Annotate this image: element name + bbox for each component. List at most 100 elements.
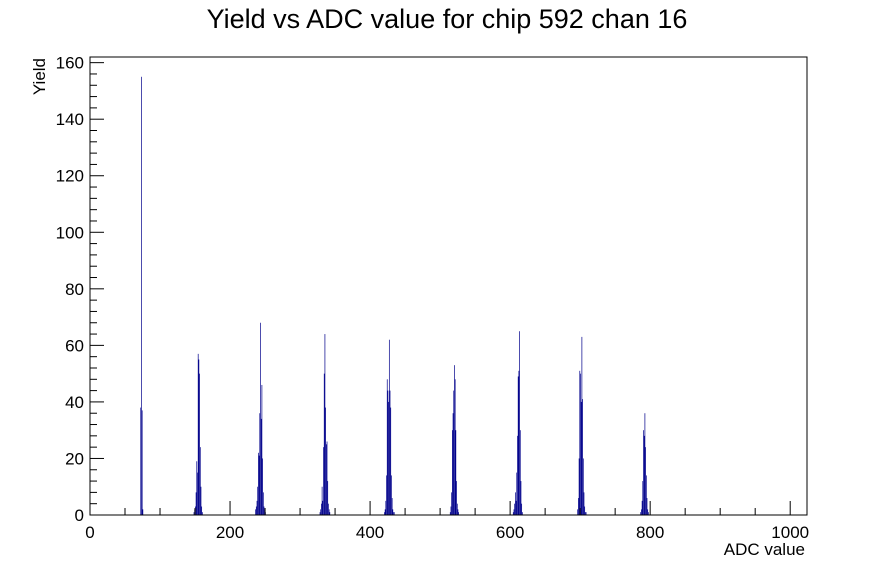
histogram-bar	[578, 498, 579, 515]
histogram-bar	[388, 401, 389, 515]
histogram-bar	[391, 498, 393, 515]
y-tick-label: 20	[65, 449, 84, 468]
histogram-bar	[514, 503, 516, 515]
histogram-bar	[641, 509, 642, 515]
histogram-bar	[201, 506, 203, 515]
histogram-bar	[387, 390, 389, 515]
histogram-bar	[193, 512, 195, 515]
histogram-bar	[585, 512, 586, 515]
histogram-bar	[646, 498, 648, 515]
histogram-bar	[141, 410, 143, 515]
histogram-bar	[196, 461, 198, 515]
histogram-bar	[386, 475, 387, 515]
histogram-bar	[456, 481, 457, 515]
histogram-bar	[452, 430, 453, 515]
histogram-bar	[325, 444, 327, 515]
histogram-bar	[197, 353, 199, 515]
histogram-bar	[580, 401, 582, 515]
histogram-bar	[386, 379, 388, 515]
y-tick-label: 80	[65, 280, 84, 299]
histogram-bar	[262, 458, 263, 515]
histogram-bar	[195, 492, 197, 515]
histogram-bar	[645, 475, 647, 515]
histogram-bar	[515, 500, 517, 515]
histogram-bar	[257, 486, 259, 515]
x-tick-label: 400	[356, 523, 384, 542]
histogram-bar	[393, 512, 394, 515]
histogram-bar	[385, 500, 387, 515]
histogram-bar	[517, 435, 518, 515]
histogram-bar	[521, 503, 523, 515]
chart-title: Yield vs ADC value for chip 592 chan 16	[207, 4, 688, 34]
histogram-bar	[202, 512, 203, 515]
x-tick-label: 1000	[771, 523, 809, 542]
x-tick-label: 0	[85, 523, 94, 542]
histogram-bar	[449, 512, 451, 515]
histogram-bar	[256, 500, 258, 515]
histogram-bar	[393, 512, 395, 515]
histogram-bar	[324, 334, 326, 515]
y-tick-label: 60	[65, 336, 84, 355]
axes	[89, 56, 808, 516]
y-tick-label: 100	[56, 223, 84, 242]
x-tick-label: 200	[216, 523, 244, 542]
histogram-bar	[583, 492, 585, 515]
histogram-bar	[199, 373, 200, 515]
histogram-bar	[520, 481, 522, 515]
histogram-bar	[515, 492, 516, 515]
histogram-bar	[320, 509, 322, 515]
histogram-bar	[258, 452, 259, 515]
histogram-bar	[517, 376, 519, 515]
histogram-bar	[384, 512, 385, 515]
histogram-bar	[458, 512, 459, 515]
histogram-bar	[260, 418, 262, 515]
histogram-bar	[644, 413, 646, 515]
histogram-bar	[522, 512, 523, 515]
histogram-bar	[327, 481, 329, 515]
y-tick-label: 160	[56, 54, 84, 73]
y-tick-label: 120	[56, 167, 84, 186]
histogram-bar	[141, 76, 142, 515]
histogram-bar	[642, 481, 644, 515]
histogram-bar	[584, 506, 586, 515]
histogram-bar	[199, 447, 201, 515]
x-axis-ticks: 0 200 400 600 800 1000	[85, 501, 809, 542]
histogram-bar	[645, 447, 646, 515]
histogram-bar	[328, 509, 330, 515]
histogram-bar	[389, 390, 391, 515]
histogram-bar	[454, 379, 456, 515]
histogram-bar	[578, 458, 580, 515]
x-tick-label: 800	[636, 523, 664, 542]
histogram-bar	[263, 506, 265, 515]
histogram-bar	[450, 506, 452, 515]
histogram-bar	[255, 509, 256, 515]
histogram-bar	[391, 475, 392, 515]
histogram-bar	[319, 512, 321, 515]
histogram-bar	[456, 503, 458, 515]
histogram-bar	[648, 512, 649, 515]
x-axis-label: ADC value	[724, 540, 805, 559]
histogram-bar	[321, 486, 323, 515]
histogram-bar	[258, 455, 260, 515]
x-tick-label: 600	[496, 523, 524, 542]
y-tick-label: 0	[75, 506, 84, 525]
histogram-bar	[581, 336, 583, 515]
histogram-bar	[326, 441, 328, 515]
histogram-bar	[142, 509, 144, 515]
histogram-bar	[585, 512, 587, 515]
histogram-bar	[454, 365, 455, 515]
histogram-bar	[577, 509, 579, 515]
y-tick-label: 40	[65, 393, 84, 412]
histogram-bar	[200, 486, 202, 515]
plot-area	[90, 57, 807, 515]
histogram-bar	[453, 390, 455, 515]
histogram-bar	[255, 506, 257, 515]
histogram-bar	[580, 373, 581, 515]
plot-frame	[89, 56, 808, 516]
histogram-bar	[260, 322, 261, 515]
histogram-bar	[516, 472, 518, 515]
histogram-bar	[519, 331, 520, 515]
histogram-bars	[140, 76, 649, 515]
histogram-bar	[259, 413, 261, 515]
